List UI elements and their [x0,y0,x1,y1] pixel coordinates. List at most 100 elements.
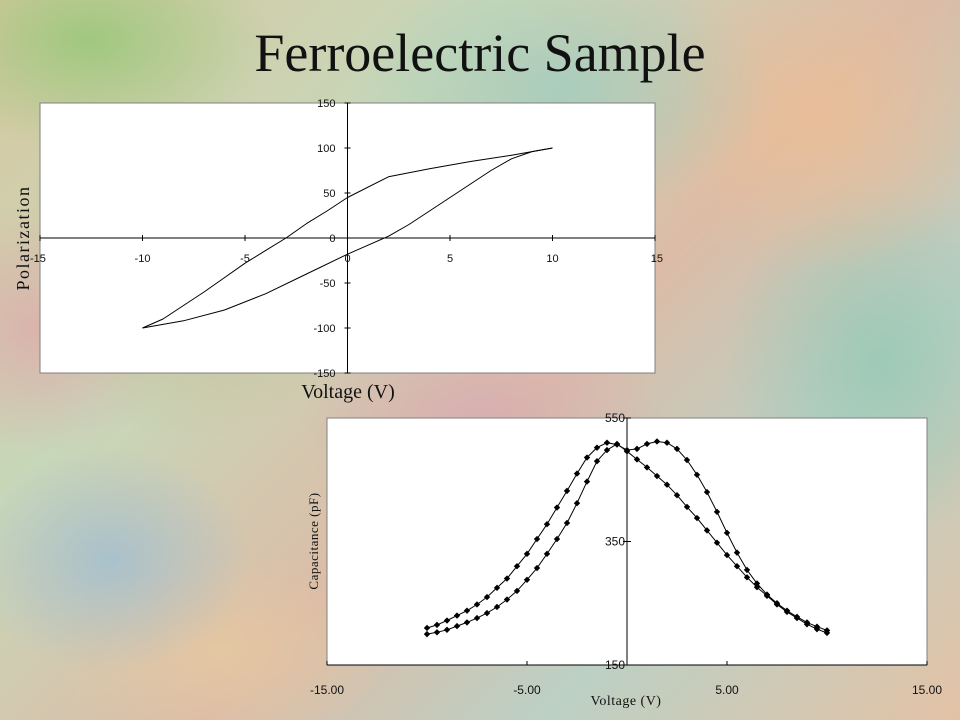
data-point-marker [743,566,751,574]
data-point-marker [433,621,441,629]
data-point-marker [803,619,811,626]
data-point-marker [663,481,671,488]
data-point-marker [523,550,531,558]
data-point-marker [513,563,521,570]
data-point-marker [473,601,481,608]
data-point-marker [823,627,831,634]
descending-branch-line [142,147,553,329]
data-point-marker [793,613,801,621]
data-point-marker [443,626,451,634]
data-point-marker [473,614,481,622]
data-point-marker [603,446,611,454]
x-tick-label: 5 [447,253,453,265]
data-point-marker [643,464,651,471]
data-point-marker [633,456,641,463]
y-axis-label: Capacitance (pF) [306,492,321,589]
x-axis-label: Voltage (V) [591,694,662,709]
ascending-branch-line [142,147,553,329]
data-point-marker [553,504,561,511]
data-point-marker [703,488,711,496]
data-point-marker [463,607,471,614]
data-point-marker [773,600,781,607]
data-point-marker [673,445,681,453]
data-point-marker [593,444,601,451]
y-tick-label: 50 [323,188,335,200]
data-point-marker [723,551,731,559]
x-tick-label: -5 [240,253,250,265]
x-axis-label: Voltage (V) [301,381,395,403]
data-point-marker [543,521,551,528]
y-tick-label: 350 [605,535,625,549]
data-point-marker [613,441,621,448]
data-point-marker [593,458,601,465]
data-point-marker [493,584,501,592]
data-point-marker [653,472,661,480]
data-point-marker [783,607,791,614]
data-point-marker [813,623,821,630]
data-point-marker [693,471,701,479]
data-point-marker [453,612,461,619]
y-tick-label: -150 [313,368,335,380]
x-tick-label: 10 [546,253,558,265]
data-point-marker [423,624,431,632]
data-point-marker [703,527,711,534]
y-tick-label: 150 [605,658,625,672]
data-point-marker [573,470,581,477]
data-point-marker [653,438,661,445]
data-point-marker [563,487,571,495]
data-point-marker [503,575,511,582]
data-point-marker [533,564,541,572]
data-point-marker [453,622,461,630]
data-point-marker [753,580,761,587]
data-point-marker [713,508,721,516]
y-tick-label: 550 [605,411,625,425]
data-point-marker [483,593,491,601]
y-tick-label: -100 [313,323,335,335]
data-point-marker [723,529,731,537]
data-point-marker [433,629,441,636]
data-point-marker [623,446,631,454]
data-point-marker [763,591,771,598]
data-point-marker [533,535,541,543]
data-point-marker [493,603,501,611]
x-tick-label: -10 [135,253,151,265]
data-point-marker [553,535,561,543]
data-point-marker [583,454,591,461]
x-tick-label: -5.00 [513,683,541,697]
data-point-marker [643,440,651,448]
page-title: Ferroelectric Sample [254,23,706,83]
data-point-marker [573,500,581,507]
data-point-marker [563,519,571,527]
x-tick-label: -15.00 [310,683,344,697]
data-point-marker [733,563,741,570]
data-point-marker [423,630,431,638]
data-point-marker [693,514,701,522]
y-axis-label: Polarization [13,186,33,291]
x-tick-label: 5.00 [715,683,739,697]
y-tick-label: 0 [329,233,335,245]
data-point-marker [713,539,721,546]
x-tick-label: 0 [344,253,350,265]
x-tick-label: 15 [651,253,663,265]
y-tick-label: -50 [320,278,336,290]
data-point-marker [523,576,531,583]
data-point-marker [443,617,451,624]
data-point-marker [743,574,751,581]
data-point-marker [603,439,611,446]
data-point-marker [513,587,521,595]
data-point-marker [663,439,671,446]
data-point-marker [543,550,551,558]
data-point-marker [583,478,591,485]
x-tick-label: 15.00 [912,683,942,697]
data-point-marker [733,549,741,556]
data-point-marker [683,503,691,511]
data-point-marker [503,596,511,603]
x-tick-label: -15 [30,253,46,265]
y-tick-label: 100 [317,143,335,155]
data-point-marker [463,619,471,626]
data-point-marker [633,445,641,453]
data-point-marker [683,456,691,464]
y-tick-label: 150 [317,98,335,110]
